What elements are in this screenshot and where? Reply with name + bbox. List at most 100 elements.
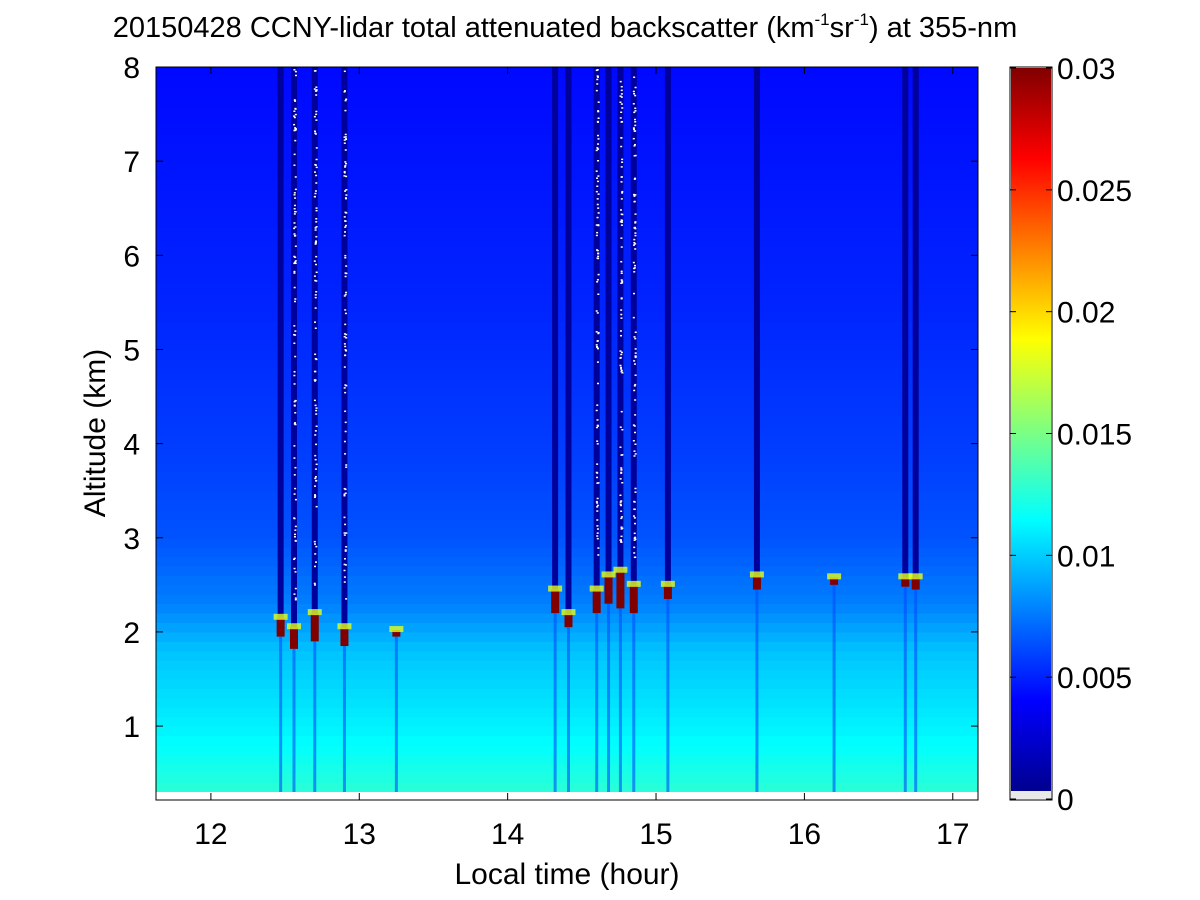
below-cloud-trace — [553, 613, 557, 792]
noise-speckle — [596, 497, 599, 500]
noise-speckle — [633, 508, 636, 511]
noise-speckle — [315, 86, 318, 88]
noise-speckle — [315, 255, 318, 258]
noise-speckle — [633, 556, 636, 559]
noise-speckle — [597, 143, 600, 145]
noise-speckle — [293, 371, 296, 373]
noise-speckle — [313, 494, 316, 496]
noise-speckle — [293, 208, 296, 210]
below-cloud-trace — [279, 636, 283, 792]
noise-speckle — [293, 423, 296, 425]
noise-speckle — [344, 312, 347, 315]
below-cloud-trace — [566, 627, 570, 792]
noise-speckle — [315, 221, 318, 223]
noise-speckle — [293, 235, 296, 237]
attenuated-column — [565, 67, 572, 614]
noise-speckle — [633, 155, 636, 157]
noise-speckle — [315, 263, 318, 266]
noise-speckle — [344, 211, 347, 214]
noise-speckle — [294, 300, 297, 303]
noise-speckle — [293, 164, 296, 166]
noise-speckle — [294, 298, 297, 300]
noise-speckle — [343, 136, 346, 138]
noise-speckle — [621, 280, 624, 283]
noise-speckle — [595, 190, 598, 193]
noise-speckle — [314, 163, 317, 166]
noise-speckle — [344, 550, 347, 552]
noise-speckle — [595, 89, 598, 92]
noise-speckle — [634, 248, 637, 250]
noise-speckle — [633, 145, 636, 147]
noise-speckle — [344, 272, 347, 274]
attenuated-column — [664, 67, 671, 585]
noise-speckle — [313, 543, 316, 545]
noise-speckle — [344, 421, 347, 424]
noise-speckle — [343, 532, 346, 534]
noise-speckle — [345, 98, 348, 101]
noise-speckle — [344, 161, 347, 163]
noise-speckle — [315, 240, 318, 242]
noise-speckle — [634, 355, 637, 358]
noise-speckle — [293, 227, 296, 230]
cloud-layer — [392, 630, 401, 637]
noise-speckle — [344, 345, 347, 348]
noise-speckle — [597, 331, 600, 334]
cloud-edge — [389, 626, 404, 633]
noise-speckle — [343, 563, 346, 566]
noise-speckle — [620, 93, 623, 95]
noise-speckle — [314, 565, 317, 568]
x-axis-label: Local time (hour) — [454, 858, 679, 891]
noise-speckle — [620, 410, 623, 413]
noise-speckle — [619, 501, 622, 503]
cloud-layer — [629, 584, 638, 614]
noise-speckle — [344, 354, 347, 356]
noise-speckle — [315, 480, 318, 482]
noise-speckle — [620, 517, 623, 520]
noise-speckle — [596, 404, 599, 406]
noise-speckle — [343, 90, 346, 92]
noise-speckle — [634, 443, 637, 445]
noise-speckle — [345, 175, 348, 178]
noise-speckle — [345, 265, 348, 267]
noise-speckle — [294, 355, 297, 358]
noise-speckle — [634, 213, 637, 215]
noise-speckle — [293, 213, 296, 215]
noise-speckle — [633, 76, 636, 79]
cloud-edge — [898, 573, 913, 580]
noise-speckle — [344, 226, 347, 228]
noise-speckle — [619, 478, 622, 480]
noise-speckle — [314, 477, 317, 480]
noise-speckle — [633, 539, 636, 541]
noise-speckle — [620, 224, 623, 226]
noise-speckle — [620, 181, 623, 183]
noise-speckle — [315, 443, 318, 446]
noise-speckle — [596, 528, 599, 530]
noise-speckle — [634, 414, 637, 416]
noise-speckle — [345, 194, 348, 196]
noise-speckle — [634, 121, 637, 123]
attenuated-column — [605, 67, 612, 576]
noise-speckle — [344, 453, 347, 455]
noise-speckle — [343, 139, 346, 141]
noise-speckle — [344, 564, 347, 566]
colorbar-tick-label: 0.025 — [1057, 175, 1132, 208]
noise-speckle — [344, 224, 347, 227]
noise-speckle — [597, 425, 600, 427]
noise-speckle — [314, 190, 317, 192]
noise-speckle — [634, 374, 637, 376]
noise-speckle — [620, 111, 623, 114]
noise-speckle — [595, 344, 598, 346]
cloud-layer — [911, 577, 920, 590]
colorbar-nodata — [1011, 791, 1051, 799]
noise-speckle — [633, 552, 636, 554]
noise-speckle — [621, 372, 624, 374]
attenuated-column — [617, 67, 624, 571]
noise-speckle — [596, 76, 599, 78]
cloud-edge — [601, 571, 616, 578]
noise-speckle — [293, 194, 296, 196]
noise-speckle — [345, 197, 348, 200]
noise-speckle — [633, 238, 636, 241]
noise-speckle — [597, 252, 600, 255]
noise-speckle — [344, 349, 347, 351]
noise-speckle — [620, 535, 623, 538]
